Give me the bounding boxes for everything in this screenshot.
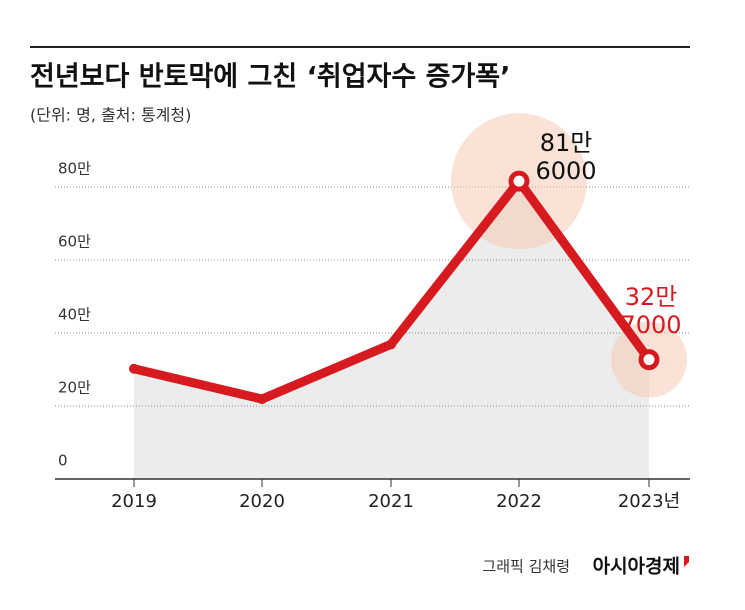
point (638, 349, 660, 371)
x-tick-label: 2020 (239, 491, 285, 512)
point (386, 339, 396, 350)
logo-mark (684, 556, 689, 567)
y-tick-label: 20만 (58, 379, 91, 397)
x-tick-label: 2019 (111, 491, 157, 512)
value-label: 81만 (540, 129, 593, 157)
y-tick-label: 0 (58, 452, 68, 470)
y-tick-label: 80만 (58, 160, 91, 178)
value-label: 7000 (620, 311, 681, 339)
credit: 그래픽 김채령 (482, 558, 570, 576)
value-label: 32만 (625, 283, 678, 311)
point (129, 363, 139, 374)
x-tick-label: 2022 (496, 491, 542, 512)
y-tick-label: 40만 (58, 306, 91, 324)
chart-title: 전년보다 반토막에 그친 ‘취업자수 증가폭’ (30, 62, 510, 93)
point (508, 170, 530, 192)
area (134, 181, 649, 479)
x-tick-label: 2021 (368, 491, 414, 512)
source-logo: 아시아경제 (593, 556, 680, 578)
chart-subtitle: (단위: 명, 출처: 통계청) (30, 106, 191, 125)
value-label: 6000 (535, 157, 596, 185)
point (257, 394, 267, 405)
y-tick-label: 60만 (58, 233, 91, 251)
x-tick-label: 2023년 (618, 491, 680, 512)
